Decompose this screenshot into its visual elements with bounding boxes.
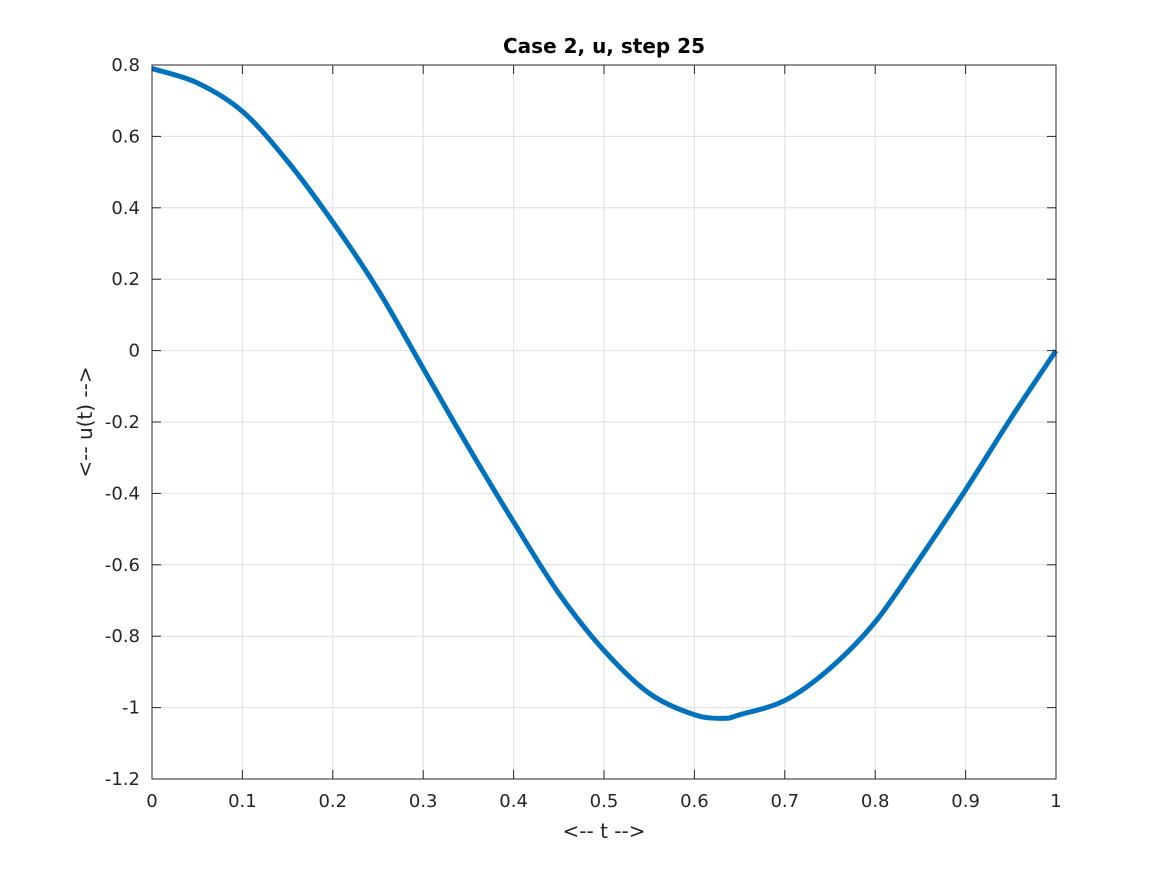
x-tick-label: 0.1 [228, 791, 257, 812]
tick-marks [151, 64, 1057, 780]
x-tick-label: 0.2 [318, 791, 347, 812]
x-tick-label: 0.5 [590, 791, 619, 812]
x-tick-label: 0.8 [861, 791, 890, 812]
x-tick-labels: 0 0.1 0.2 0.3 0.4 0.5 0.6 0.7 0.8 0.9 1 [146, 791, 1061, 812]
x-tick-label: 1 [1050, 791, 1061, 812]
x-tick-label: 0.4 [499, 791, 528, 812]
y-tick-label: 0 [129, 341, 140, 362]
y-tick-label: -1.2 [105, 769, 140, 790]
y-tick-label: 0.2 [111, 269, 140, 290]
y-tick-label: 0.8 [111, 55, 140, 76]
series-group [151, 66, 1059, 721]
y-tick-labels: 0.8 0.6 0.4 0.2 0 -0.2 -0.4 -0.6 -0.8 -1 -1.2 [105, 55, 140, 790]
y-axis-label: <-- u(t) --> [73, 366, 97, 477]
y-tick-label: -1 [122, 698, 140, 719]
x-tick-label: 0.7 [770, 791, 799, 812]
chart-title: Case 2, u, step 25 [503, 34, 705, 58]
x-tick-label: 0.9 [951, 791, 980, 812]
x-tick-label: 0.6 [680, 791, 709, 812]
x-tick-label: 0 [146, 791, 157, 812]
y-tick-label: -0.8 [105, 626, 140, 647]
x-tick-label: 0.3 [409, 791, 438, 812]
y-tick-label: 0.4 [111, 198, 140, 219]
x-axis-label: <-- t --> [563, 819, 646, 843]
y-tick-label: -0.4 [105, 483, 140, 504]
series-line [151, 66, 1059, 721]
y-tick-label: -0.2 [105, 412, 140, 433]
y-tick-label: 0.6 [111, 126, 140, 147]
y-tick-label: -0.6 [105, 555, 140, 576]
